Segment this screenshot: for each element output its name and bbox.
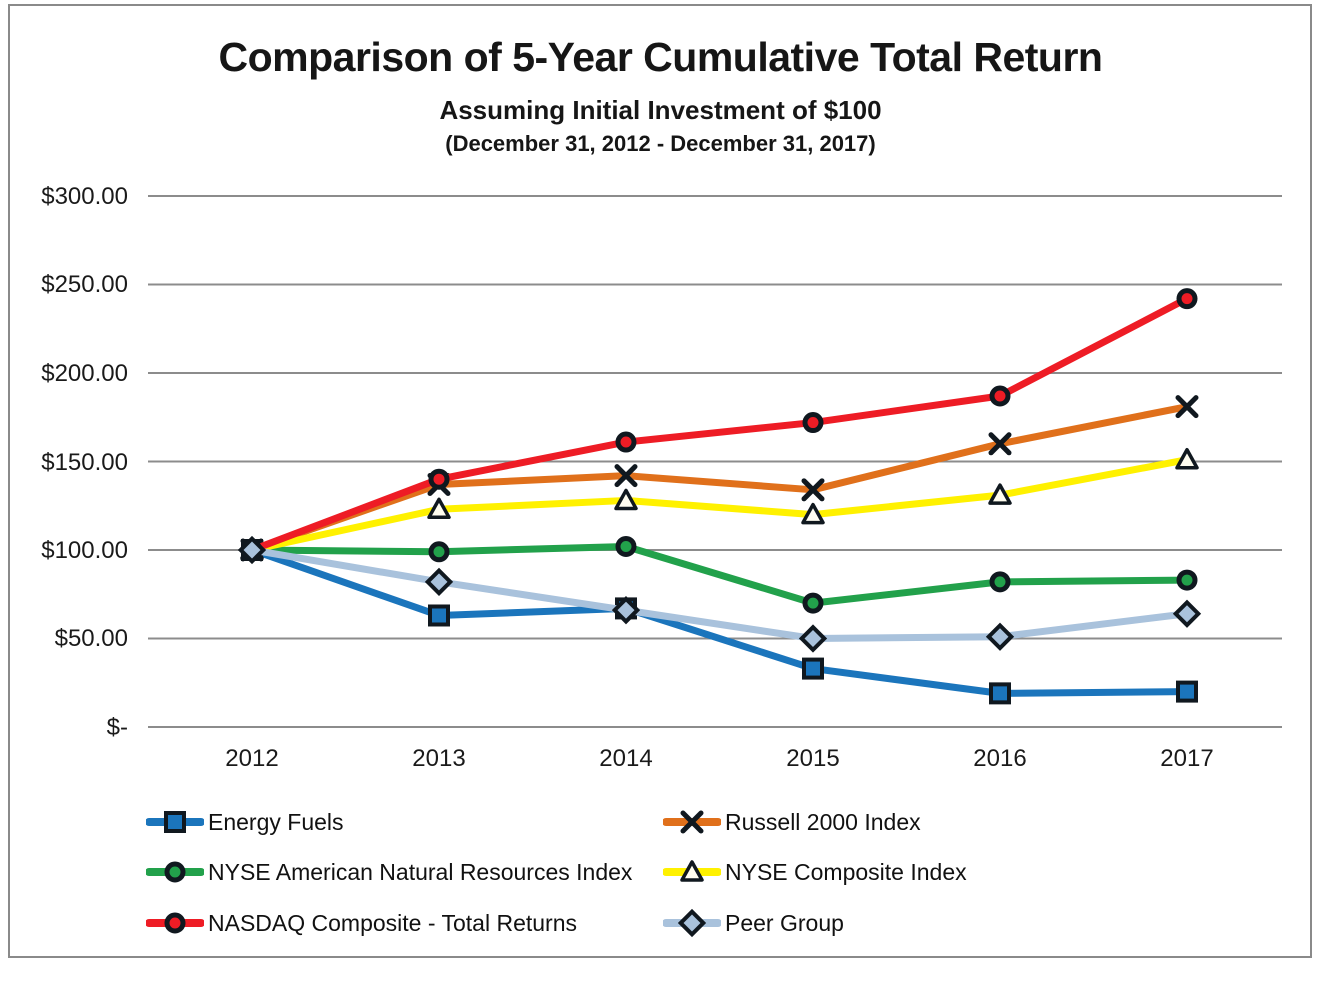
legend-label: Energy Fuels — [208, 808, 344, 835]
legend-label: NASDAQ Composite - Total Returns — [208, 909, 577, 936]
y-tick-label: $250.00 — [41, 271, 128, 298]
y-tick-label: $200.00 — [41, 360, 128, 387]
chart-border — [8, 4, 1312, 958]
x-tick-label: 2017 — [1160, 745, 1214, 772]
legend-item-nasdaq-composite: NASDAQ Composite - Total Returns — [146, 907, 577, 939]
legend-item-energy-fuels: Energy Fuels — [146, 806, 344, 838]
x-tick-label: 2012 — [225, 745, 279, 772]
x-tick-label: 2013 — [412, 745, 466, 772]
nyse-american-swatch-icon — [146, 861, 204, 883]
russell-2000-swatch-icon — [663, 810, 721, 834]
peer-group-swatch-icon — [663, 908, 721, 938]
y-tick-label: $100.00 — [41, 537, 128, 564]
legend-item-peer-group: Peer Group — [663, 907, 844, 939]
y-tick-label: $50.00 — [54, 625, 128, 652]
legend-label: NYSE Composite Index — [725, 858, 967, 885]
legend-item-nyse-american-natural-resources: NYSE American Natural Resources Index — [146, 856, 632, 888]
legend-item-russell-2000: Russell 2000 Index — [663, 806, 921, 838]
chart-subtitle: Assuming Initial Investment of $100 — [439, 95, 882, 125]
legend-item-nyse-composite: NYSE Composite Index — [663, 856, 967, 888]
legend-label: Russell 2000 Index — [725, 808, 921, 835]
chart-period-label: (December 31, 2012 - December 31, 2017) — [445, 131, 876, 156]
chart-title: Comparison of 5-Year Cumulative Total Re… — [218, 34, 1103, 80]
y-tick-label: $300.00 — [41, 183, 128, 210]
x-tick-label: 2016 — [973, 745, 1027, 772]
nyse-composite-swatch-icon — [663, 860, 721, 882]
energy-fuels-swatch-icon — [146, 811, 204, 833]
legend-label: NYSE American Natural Resources Index — [208, 858, 633, 885]
nasdaq-swatch-icon — [146, 912, 204, 934]
legend-label: Peer Group — [725, 909, 844, 936]
y-tick-label: $- — [106, 714, 128, 741]
x-tick-label: 2014 — [599, 745, 653, 772]
x-tick-label: 2015 — [786, 745, 840, 772]
y-tick-label: $150.00 — [41, 449, 128, 476]
